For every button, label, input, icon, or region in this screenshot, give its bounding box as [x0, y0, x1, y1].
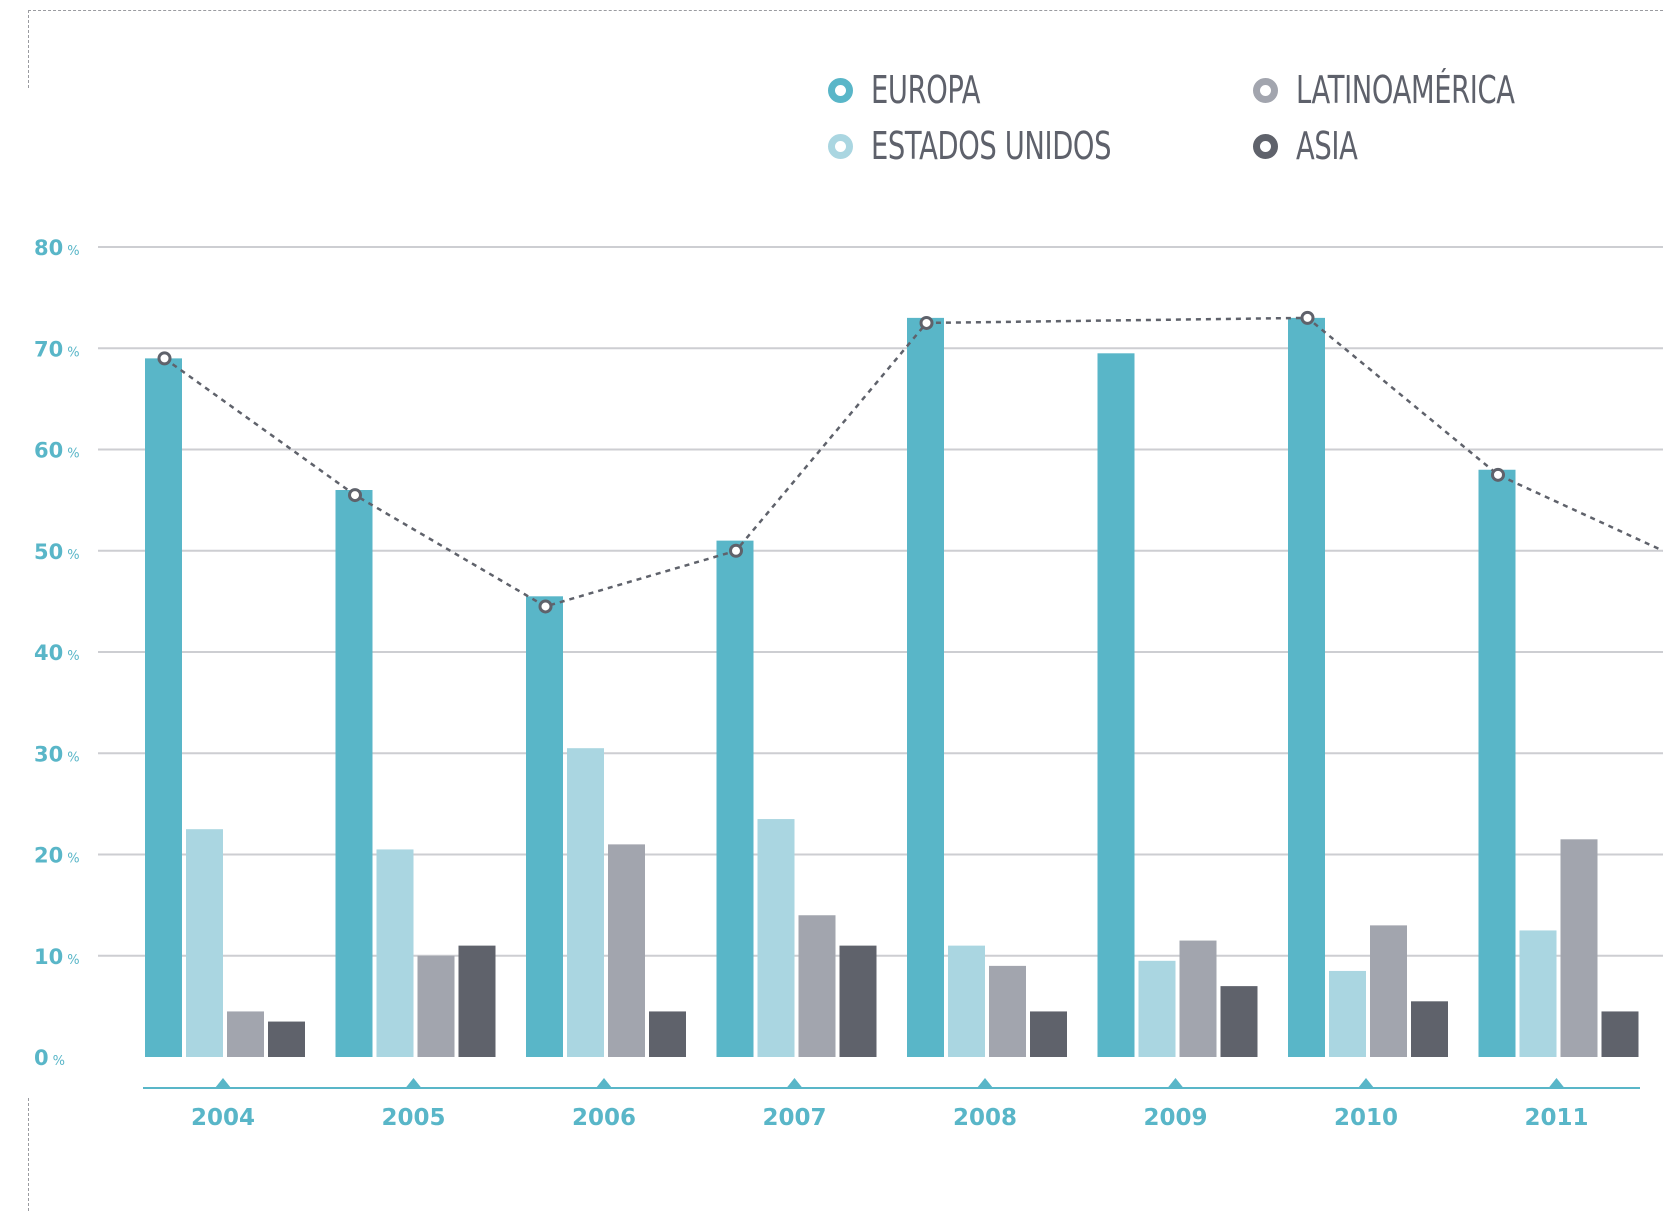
legend-label-asia: ASIA: [1296, 124, 1358, 168]
bar-estados-unidos-2010: [1329, 970, 1366, 1057]
bar-latinoam-rica-2006: [608, 844, 645, 1057]
bar-asia-2011: [1601, 1011, 1639, 1057]
y-tick-unit: %: [67, 953, 79, 968]
x-axis-marker: [1167, 1078, 1184, 1088]
trend-point: [1300, 310, 1315, 325]
dashed-frame-left-upper: [28, 10, 29, 88]
bar-asia-2009: [1220, 986, 1258, 1057]
y-tick-label: 30%: [34, 742, 80, 766]
x-axis-marker: [786, 1078, 803, 1088]
dashed-frame-top: [28, 10, 1663, 11]
y-tick-label: 10%: [34, 945, 80, 969]
y-tick-label: 60%: [34, 439, 80, 463]
legend: EUROPA LATINOAMÉRICA ESTADOS UNIDOS ASIA: [828, 64, 1628, 184]
y-tick-label: 80%: [34, 236, 80, 260]
y-tick-label: 40%: [34, 641, 80, 665]
bar-estados-unidos-2004: [186, 829, 223, 1057]
dashed-frame-left-lower: [28, 1098, 29, 1211]
legend-item-estados-unidos: ESTADOS UNIDOS: [828, 120, 1205, 172]
bar-europa-2005: [335, 490, 373, 1057]
trend-point: [538, 599, 553, 614]
x-axis-marker: [405, 1078, 422, 1088]
bar-estados-unidos-2008: [948, 945, 985, 1057]
bar-europa-2009: [1097, 353, 1135, 1057]
trend-point: [729, 543, 743, 558]
bar-europa-2004: [145, 358, 182, 1057]
bar-europa-2007: [716, 540, 754, 1057]
legend-marker-asia: [1253, 133, 1278, 159]
y-tick-unit: %: [67, 548, 79, 563]
bar-asia-2004: [268, 1021, 305, 1057]
bar-europa-2011: [1478, 469, 1516, 1057]
trend-point: [157, 351, 172, 366]
bar-latinoam-rica-2010: [1370, 925, 1407, 1057]
bar-estados-unidos-2006: [567, 748, 604, 1057]
y-tick-label: 50%: [34, 540, 80, 564]
x-tick-label: 2006: [572, 1105, 636, 1131]
x-tick-label: 2009: [1143, 1105, 1207, 1131]
legend-item-europa: EUROPA: [828, 64, 1023, 116]
bar-estados-unidos-2009: [1138, 960, 1176, 1057]
legend-marker-estados-unidos: [828, 133, 853, 159]
y-tick-unit: %: [53, 1054, 65, 1069]
bar-europa-2008: [907, 317, 944, 1057]
bar-latinoam-rica-2008: [989, 965, 1026, 1057]
legend-item-latinoamerica: LATINOAMÉRICA: [1253, 64, 1600, 116]
bar-latinoam-rica-2011: [1560, 839, 1598, 1057]
bar-latinoam-rica-2007: [798, 915, 836, 1057]
bar-asia-2008: [1030, 1011, 1067, 1057]
bar-asia-2006: [649, 1011, 686, 1057]
x-axis-marker: [215, 1078, 231, 1088]
trend-point: [348, 488, 362, 503]
y-tick-label: 70%: [34, 337, 80, 361]
legend-label-estados-unidos: ESTADOS UNIDOS: [871, 124, 1112, 168]
legend-marker-latinoamerica: [1253, 77, 1278, 103]
y-tick-unit: %: [67, 244, 79, 259]
y-tick-label: 0%: [34, 1046, 65, 1070]
x-tick-label: 2007: [762, 1105, 826, 1131]
y-tick-unit: %: [67, 447, 79, 462]
x-axis-marker: [977, 1078, 993, 1088]
bar-estados-unidos-2005: [376, 849, 414, 1057]
bar-asia-2007: [839, 945, 877, 1057]
y-tick-unit: %: [67, 649, 79, 664]
bar-latinoam-rica-2004: [227, 1011, 264, 1057]
x-axis-marker: [1358, 1078, 1374, 1088]
bar-estados-unidos-2011: [1519, 930, 1557, 1057]
legend-marker-europa: [828, 77, 853, 103]
x-tick-label: 2010: [1334, 1105, 1398, 1131]
bar-asia-2005: [458, 945, 496, 1057]
y-tick-unit: %: [67, 750, 79, 765]
legend-label-latinoamerica: LATINOAMÉRICA: [1296, 68, 1515, 112]
x-tick-label: 2011: [1524, 1105, 1588, 1131]
x-tick-label: 2004: [191, 1105, 255, 1131]
x-axis-marker: [1548, 1078, 1565, 1088]
bar-latinoam-rica-2005: [417, 955, 455, 1057]
x-tick-label: 2008: [953, 1105, 1017, 1131]
bar-estados-unidos-2007: [757, 819, 795, 1057]
legend-label-europa: EUROPA: [871, 68, 981, 112]
bar-europa-2010: [1288, 317, 1325, 1057]
legend-item-asia: ASIA: [1253, 120, 1381, 172]
y-tick-unit: %: [67, 852, 79, 867]
trend-point: [919, 315, 934, 330]
x-tick-label: 2005: [381, 1105, 445, 1131]
trend-line: [163, 316, 1663, 608]
y-tick-label: 20%: [34, 844, 80, 868]
bar-europa-2006: [526, 596, 563, 1057]
x-axis-marker: [596, 1078, 612, 1088]
bar-latinoam-rica-2009: [1179, 940, 1217, 1057]
y-tick-unit: %: [67, 345, 79, 360]
trend-point: [1491, 467, 1505, 482]
bar-asia-2010: [1411, 1001, 1448, 1057]
